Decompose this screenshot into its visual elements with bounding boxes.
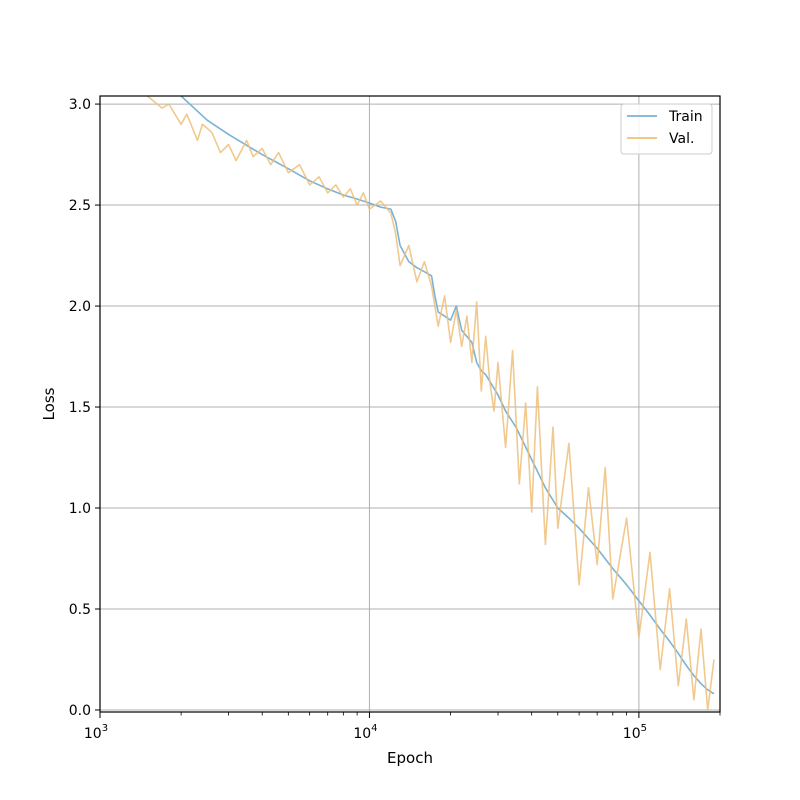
legend: Train Val. <box>620 103 713 155</box>
legend-label: Train <box>668 109 703 125</box>
y-tick-label: 2.0 <box>69 299 91 315</box>
plot-frame <box>99 95 721 713</box>
y-axis-label: Loss <box>40 387 58 420</box>
y-tick-label: 2.5 <box>69 198 91 214</box>
series-line-train <box>180 95 715 695</box>
x-tick-exponent: 4 <box>371 723 377 734</box>
y-tick-label: 3.0 <box>69 97 91 113</box>
x-tick-exponent: 5 <box>641 723 647 734</box>
x-axis-label: Epoch <box>387 749 433 767</box>
x-tick-label: 104 <box>353 723 377 742</box>
y-tick-label: 0.5 <box>69 602 91 618</box>
x-tick-label: 103 <box>84 723 108 742</box>
legend-label: Val. <box>669 131 694 147</box>
y-tick-label: 1.0 <box>69 501 91 517</box>
y-tick-label: 0.0 <box>69 703 91 719</box>
y-tick-label: 1.5 <box>69 400 91 416</box>
x-tick-base: 10 <box>84 726 102 742</box>
series-line-val <box>146 95 715 711</box>
series-lines <box>146 95 715 711</box>
x-tick-exponent: 3 <box>102 723 108 734</box>
x-tick-base: 10 <box>623 726 641 742</box>
x-tick-label: 105 <box>623 723 647 742</box>
x-tick-base: 10 <box>353 726 371 742</box>
